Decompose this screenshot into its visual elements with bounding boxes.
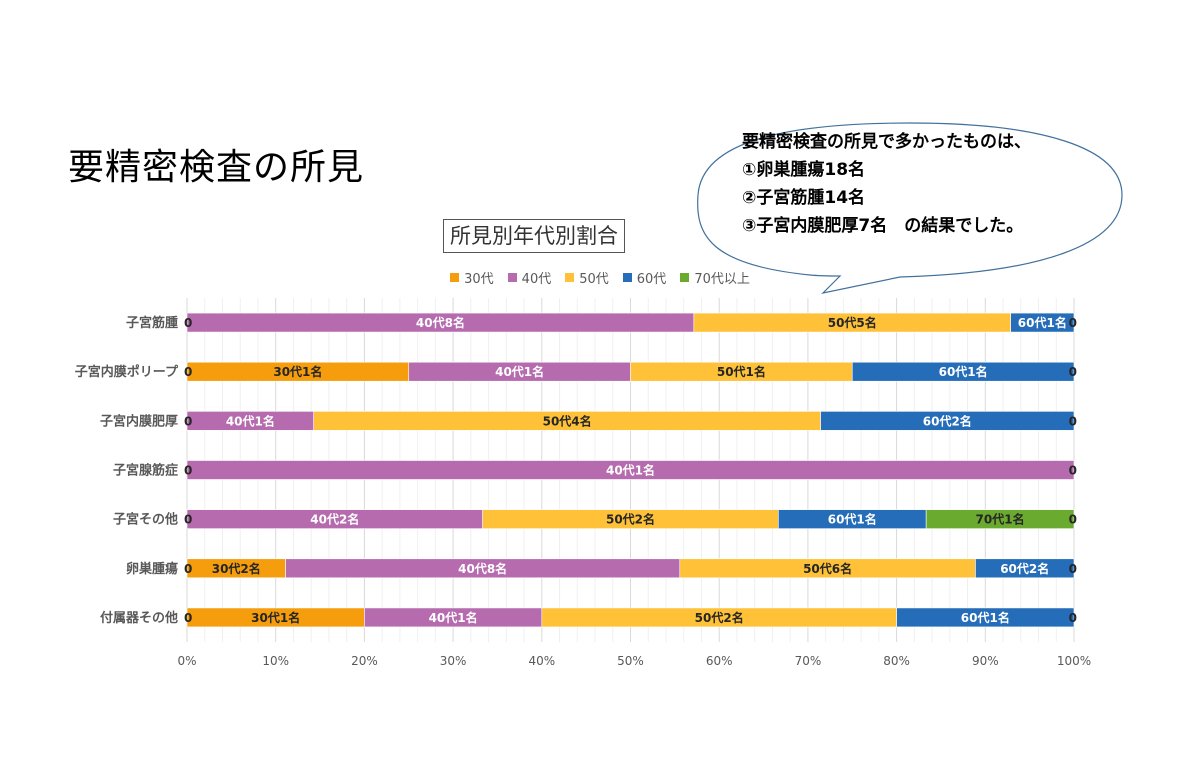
- data-label: 30代1名: [251, 610, 300, 625]
- data-label: 30代2名: [212, 561, 261, 576]
- zero-value-label: 0: [1069, 414, 1077, 428]
- zero-value-label: 0: [184, 414, 192, 428]
- category-label: 子宮腺筋症: [113, 463, 178, 479]
- zero-value-label: 0: [184, 464, 192, 478]
- bar-segment: [851, 361, 1075, 382]
- data-label: 40代8名: [416, 315, 465, 330]
- callout-line: ①卵巣腫瘍18名: [742, 160, 866, 180]
- legend-swatch: [622, 273, 632, 282]
- bar-segment: [820, 411, 1075, 431]
- data-label: 60代2名: [923, 413, 972, 428]
- zero-value-label: 0: [1069, 513, 1077, 527]
- zero-value-label: 0: [1069, 611, 1077, 625]
- callout-line: ②子宮筋腫14名: [742, 188, 866, 208]
- zero-value-label: 0: [1069, 365, 1077, 379]
- data-label: 40代1名: [226, 413, 275, 428]
- zero-value-label: 0: [184, 611, 192, 625]
- data-label: 50代4名: [543, 413, 592, 428]
- zero-value-label: 0: [1069, 316, 1077, 330]
- category-label: 子宮内膜肥厚: [100, 413, 178, 429]
- zero-value-label: 0: [184, 365, 192, 379]
- bar-segment: [1010, 312, 1075, 333]
- slide-title: 要精密検査の所見: [68, 147, 365, 188]
- bar-segment: [186, 460, 1075, 480]
- data-label: 40代1名: [606, 463, 655, 478]
- x-tick-label: 30%: [440, 654, 467, 668]
- x-tick-label: 60%: [706, 654, 733, 668]
- zero-value-label: 0: [184, 562, 192, 576]
- category-label: 子宮その他: [113, 512, 178, 528]
- data-label: 40代1名: [429, 610, 478, 625]
- legend-item: 60代: [622, 268, 667, 287]
- data-label: 60代1名: [1018, 315, 1067, 330]
- x-tick-label: 80%: [883, 654, 910, 668]
- legend-label: 30代: [464, 272, 494, 287]
- category-label: 子宮内膜ポリープ: [75, 364, 179, 380]
- legend-label: 40代: [521, 272, 552, 287]
- legend-item: 50代: [565, 268, 609, 287]
- legend-label: 70代以上: [694, 272, 750, 287]
- zero-value-label: 0: [184, 513, 192, 527]
- data-label: 40代1名: [495, 364, 544, 379]
- zero-value-label: 0: [1069, 562, 1077, 576]
- data-label: 50代6名: [803, 561, 852, 576]
- chart-legend: 30代 40代 50代 60代 70代以上: [380, 268, 820, 287]
- x-tick-label: 10%: [262, 654, 289, 668]
- legend-swatch: [680, 273, 690, 282]
- bar-segment: [896, 607, 1075, 628]
- legend-swatch: [565, 273, 575, 282]
- x-tick-label: 50%: [617, 654, 644, 668]
- callout-line: ③子宮内膜肥厚7名 の結果でした。: [742, 216, 1024, 236]
- zero-value-label: 0: [184, 316, 192, 330]
- x-tick-label: 40%: [528, 654, 555, 668]
- speech-bubble: [697, 122, 1123, 294]
- data-label: 50代5名: [828, 315, 877, 330]
- callout-text: 要精密検査の所見で多かったものは、 ①卵巣腫瘍18名 ②子宮筋腫14名 ③子宮内…: [742, 128, 1031, 240]
- zero-value-label: 0: [1069, 464, 1077, 478]
- category-label: 卵巣腫瘍: [126, 561, 178, 577]
- bar-segment: [975, 558, 1075, 579]
- data-label: 70代1名: [976, 512, 1025, 527]
- data-label: 60代2名: [1000, 561, 1049, 576]
- legend-label: 60代: [636, 272, 667, 287]
- data-label: 60代1名: [939, 364, 988, 379]
- legend-swatch: [450, 273, 460, 282]
- speech-bubble-outline: [697, 122, 1123, 294]
- x-tick-label: 100%: [1057, 654, 1091, 668]
- callout-line: 要精密検査の所見で多かったものは、: [742, 132, 1031, 152]
- x-tick-label: 70%: [795, 654, 822, 668]
- data-label: 30代1名: [273, 364, 322, 379]
- legend-item: 40代: [507, 268, 552, 287]
- data-label: 50代2名: [695, 610, 744, 625]
- data-label: 60代1名: [828, 512, 877, 527]
- data-label: 60代1名: [961, 610, 1010, 625]
- legend-item: 30代: [450, 268, 494, 287]
- category-label: 子宮筋腫: [126, 315, 178, 331]
- x-tick-label: 0%: [177, 654, 196, 668]
- legend-swatch: [507, 273, 517, 282]
- data-label: 50代1名: [717, 364, 766, 379]
- bar-segment: [925, 509, 1075, 529]
- data-label: 40代2名: [310, 512, 359, 527]
- x-tick-label: 90%: [972, 654, 999, 668]
- legend-item: 70代以上: [680, 268, 750, 287]
- data-label: 40代8名: [458, 561, 507, 576]
- data-label: 50代2名: [606, 512, 655, 527]
- legend-label: 50代: [579, 272, 609, 287]
- x-tick-label: 20%: [351, 654, 378, 668]
- category-label: 付属器その他: [100, 610, 178, 626]
- chart-title: 所見別年代別割合: [443, 219, 625, 253]
